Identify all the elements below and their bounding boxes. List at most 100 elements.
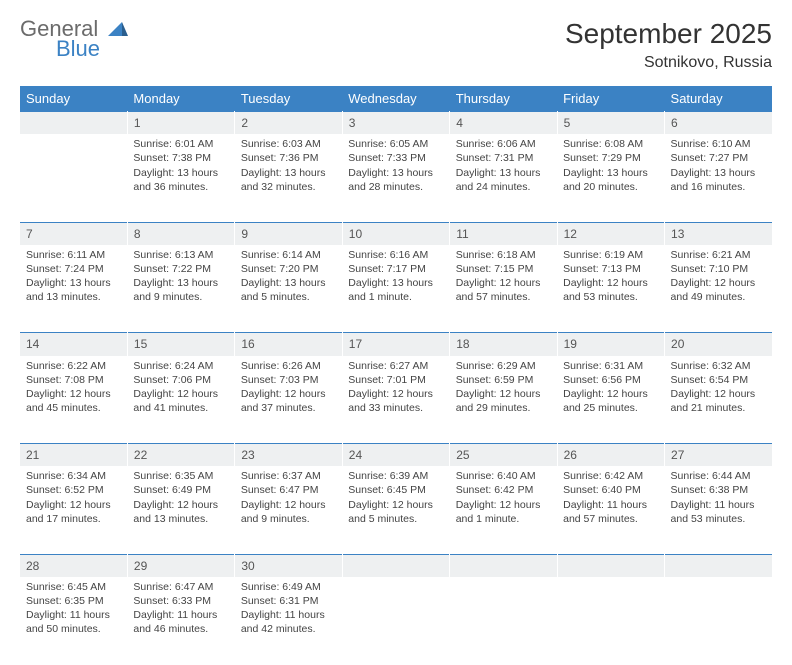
daylight-text: Daylight: 12 hours and 25 minutes. (563, 387, 658, 415)
day-cell: Sunrise: 6:10 AMSunset: 7:27 PMDaylight:… (665, 134, 772, 222)
daylight-text: Daylight: 12 hours and 29 minutes. (456, 387, 551, 415)
day-cell: Sunrise: 6:27 AMSunset: 7:01 PMDaylight:… (342, 356, 449, 444)
day-cell: Sunrise: 6:13 AMSunset: 7:22 PMDaylight:… (127, 245, 234, 333)
day-number-cell: 5 (557, 112, 664, 135)
sunset-text: Sunset: 6:59 PM (456, 373, 551, 387)
sunrise-text: Sunrise: 6:45 AM (26, 580, 121, 594)
daylight-text: Daylight: 12 hours and 49 minutes. (671, 276, 766, 304)
sunrise-text: Sunrise: 6:42 AM (563, 469, 658, 483)
weekday-header-row: Sunday Monday Tuesday Wednesday Thursday… (20, 86, 772, 112)
day-number-cell: 17 (342, 333, 449, 356)
daylight-text: Daylight: 12 hours and 5 minutes. (348, 498, 443, 526)
sunset-text: Sunset: 7:22 PM (133, 262, 228, 276)
day-cell (20, 134, 127, 222)
day-cell: Sunrise: 6:18 AMSunset: 7:15 PMDaylight:… (450, 245, 557, 333)
day-content-row: Sunrise: 6:01 AMSunset: 7:38 PMDaylight:… (20, 134, 772, 222)
daylight-text: Daylight: 12 hours and 45 minutes. (26, 387, 121, 415)
day-number-cell: 11 (450, 222, 557, 245)
day-cell: Sunrise: 6:49 AMSunset: 6:31 PMDaylight:… (235, 577, 342, 665)
day-number-row: 14151617181920 (20, 333, 772, 356)
day-cell: Sunrise: 6:32 AMSunset: 6:54 PMDaylight:… (665, 356, 772, 444)
sunrise-text: Sunrise: 6:06 AM (456, 137, 551, 151)
daylight-text: Daylight: 12 hours and 21 minutes. (671, 387, 766, 415)
day-number-cell: 26 (557, 444, 664, 467)
daylight-text: Daylight: 13 hours and 20 minutes. (563, 166, 658, 194)
sunrise-text: Sunrise: 6:11 AM (26, 248, 121, 262)
day-number-cell: 30 (235, 554, 342, 577)
day-number-cell: 24 (342, 444, 449, 467)
daylight-text: Daylight: 13 hours and 5 minutes. (241, 276, 336, 304)
daylight-text: Daylight: 11 hours and 42 minutes. (241, 608, 336, 636)
sunset-text: Sunset: 7:03 PM (241, 373, 336, 387)
day-number-cell: 19 (557, 333, 664, 356)
logo: General Blue (20, 18, 128, 60)
daylight-text: Daylight: 11 hours and 57 minutes. (563, 498, 658, 526)
day-number-cell: 7 (20, 222, 127, 245)
day-number-cell: 13 (665, 222, 772, 245)
daylight-text: Daylight: 12 hours and 1 minute. (456, 498, 551, 526)
daylight-text: Daylight: 12 hours and 41 minutes. (133, 387, 228, 415)
header: General Blue September 2025 Sotnikovo, R… (20, 18, 772, 72)
sunset-text: Sunset: 6:52 PM (26, 483, 121, 497)
sunrise-text: Sunrise: 6:35 AM (133, 469, 228, 483)
sunset-text: Sunset: 7:10 PM (671, 262, 766, 276)
day-number-cell: 16 (235, 333, 342, 356)
sunset-text: Sunset: 6:42 PM (456, 483, 551, 497)
daylight-text: Daylight: 12 hours and 53 minutes. (563, 276, 658, 304)
sunset-text: Sunset: 6:49 PM (133, 483, 228, 497)
day-cell: Sunrise: 6:37 AMSunset: 6:47 PMDaylight:… (235, 466, 342, 554)
weekday-header: Sunday (20, 86, 127, 112)
day-content-row: Sunrise: 6:45 AMSunset: 6:35 PMDaylight:… (20, 577, 772, 665)
day-number-cell: 20 (665, 333, 772, 356)
day-cell: Sunrise: 6:42 AMSunset: 6:40 PMDaylight:… (557, 466, 664, 554)
sunset-text: Sunset: 6:38 PM (671, 483, 766, 497)
daylight-text: Daylight: 13 hours and 16 minutes. (671, 166, 766, 194)
sunrise-text: Sunrise: 6:27 AM (348, 359, 443, 373)
daylight-text: Daylight: 12 hours and 9 minutes. (241, 498, 336, 526)
sunset-text: Sunset: 7:08 PM (26, 373, 121, 387)
daylight-text: Daylight: 13 hours and 28 minutes. (348, 166, 443, 194)
day-cell: Sunrise: 6:21 AMSunset: 7:10 PMDaylight:… (665, 245, 772, 333)
sunset-text: Sunset: 6:31 PM (241, 594, 336, 608)
weekday-header: Saturday (665, 86, 772, 112)
sunset-text: Sunset: 7:29 PM (563, 151, 658, 165)
sunset-text: Sunset: 6:56 PM (563, 373, 658, 387)
day-number-row: 21222324252627 (20, 444, 772, 467)
day-number-cell: 15 (127, 333, 234, 356)
day-number-cell: 28 (20, 554, 127, 577)
sunrise-text: Sunrise: 6:18 AM (456, 248, 551, 262)
day-cell: Sunrise: 6:29 AMSunset: 6:59 PMDaylight:… (450, 356, 557, 444)
day-number-cell: 9 (235, 222, 342, 245)
day-number-cell: 4 (450, 112, 557, 135)
day-number-cell: 29 (127, 554, 234, 577)
day-cell: Sunrise: 6:24 AMSunset: 7:06 PMDaylight:… (127, 356, 234, 444)
day-cell: Sunrise: 6:39 AMSunset: 6:45 PMDaylight:… (342, 466, 449, 554)
daylight-text: Daylight: 12 hours and 17 minutes. (26, 498, 121, 526)
day-number-cell: 25 (450, 444, 557, 467)
sunrise-text: Sunrise: 6:01 AM (133, 137, 228, 151)
day-content-row: Sunrise: 6:22 AMSunset: 7:08 PMDaylight:… (20, 356, 772, 444)
daylight-text: Daylight: 12 hours and 13 minutes. (133, 498, 228, 526)
day-number-cell: 14 (20, 333, 127, 356)
day-cell: Sunrise: 6:22 AMSunset: 7:08 PMDaylight:… (20, 356, 127, 444)
daylight-text: Daylight: 13 hours and 1 minute. (348, 276, 443, 304)
day-cell: Sunrise: 6:47 AMSunset: 6:33 PMDaylight:… (127, 577, 234, 665)
sunrise-text: Sunrise: 6:14 AM (241, 248, 336, 262)
sunrise-text: Sunrise: 6:05 AM (348, 137, 443, 151)
sunset-text: Sunset: 6:47 PM (241, 483, 336, 497)
day-cell (665, 577, 772, 665)
sunset-text: Sunset: 7:24 PM (26, 262, 121, 276)
sunrise-text: Sunrise: 6:16 AM (348, 248, 443, 262)
day-number-cell: 1 (127, 112, 234, 135)
calendar-table: Sunday Monday Tuesday Wednesday Thursday… (20, 86, 772, 665)
sunrise-text: Sunrise: 6:24 AM (133, 359, 228, 373)
sunset-text: Sunset: 7:13 PM (563, 262, 658, 276)
sunrise-text: Sunrise: 6:26 AM (241, 359, 336, 373)
daylight-text: Daylight: 12 hours and 33 minutes. (348, 387, 443, 415)
sunset-text: Sunset: 7:20 PM (241, 262, 336, 276)
day-cell: Sunrise: 6:14 AMSunset: 7:20 PMDaylight:… (235, 245, 342, 333)
day-number-cell: 18 (450, 333, 557, 356)
day-cell: Sunrise: 6:06 AMSunset: 7:31 PMDaylight:… (450, 134, 557, 222)
day-number-cell: 27 (665, 444, 772, 467)
sunrise-text: Sunrise: 6:32 AM (671, 359, 766, 373)
